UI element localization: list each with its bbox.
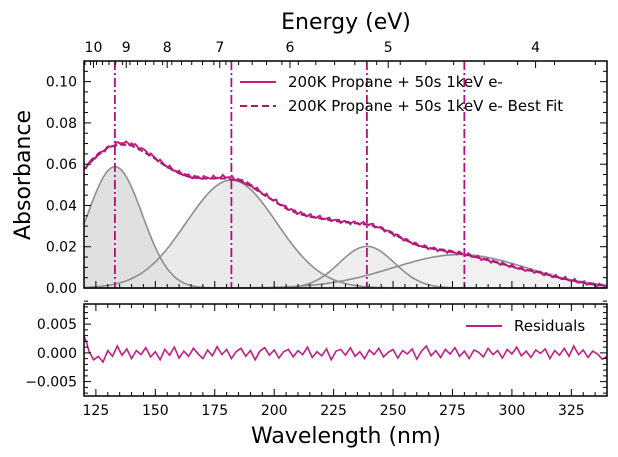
energy-axis-title: Energy (eV) [281, 10, 411, 35]
energy-tick-label: 9 [122, 40, 131, 56]
residuals-line [83, 335, 608, 364]
component-fill-4 [84, 254, 607, 288]
wavelength-tick-label: 300 [499, 403, 526, 419]
component-fill-2 [84, 180, 607, 288]
peak-markers [114, 61, 466, 288]
energy-tick-label: 4 [531, 40, 540, 56]
wavelength-axis-title: Wavelength (nm) [251, 424, 441, 449]
absorbance-ticks [83, 60, 608, 289]
absorbance-axis-title: Absorbance [11, 110, 36, 240]
energy-tick-label: 6 [286, 40, 295, 56]
absorbance-tick-label: 0.04 [46, 198, 77, 214]
residuals-data-line [83, 335, 608, 364]
wavelength-tick-label: 200 [261, 403, 288, 419]
legend: 200K Propane + 50s 1keV e- 200K Propane … [240, 73, 563, 115]
absorbance-tick-label: 0.08 [46, 116, 77, 132]
wavelength-tick-labels: 125 150 175 200 225 250 275 300 325 [83, 403, 585, 419]
energy-tick-label: 5 [384, 40, 393, 56]
energy-tick-label: 8 [163, 40, 172, 56]
spectrum-lines [83, 140, 608, 289]
absorbance-tick-label: 0.00 [46, 281, 77, 297]
residuals-tick-label: −0.005 [25, 375, 77, 391]
residuals-y-tick-labels: −0.005 0.000 0.005 [25, 317, 77, 391]
absorbance-tick-label: 0.10 [46, 75, 77, 91]
legend-label-data: 200K Propane + 50s 1keV e- [288, 73, 503, 91]
legend-label-fit: 200K Propane + 50s 1keV e- Best Fit [288, 97, 563, 115]
wavelength-tick-label: 150 [142, 403, 169, 419]
wavelength-tick-label: 275 [439, 403, 466, 419]
legend-label-residuals: Residuals [514, 317, 585, 335]
wavelength-tick-label: 175 [201, 403, 228, 419]
absorbance-panel: 0.00 0.02 0.04 0.06 0.08 0.10 10 9 8 7 6 5 4 Energy… [11, 10, 608, 297]
absorbance-tick-label: 0.06 [46, 157, 77, 173]
wavelength-tick-label: 225 [320, 403, 347, 419]
residuals-panel: −0.005 0.000 0.005 125 150 175 200 225 250 275 30… [25, 300, 608, 449]
absorbance-y-tick-labels: 0.00 0.02 0.04 0.06 0.08 0.10 [46, 75, 77, 297]
energy-tick-labels: 10 9 8 7 6 5 4 [85, 40, 541, 56]
wavelength-tick-label: 250 [380, 403, 407, 419]
residuals-tick-label: 0.005 [37, 317, 77, 333]
spectrum-fit-line [83, 143, 608, 287]
residuals-ticks [83, 300, 608, 396]
wavelength-tick-label: 325 [558, 403, 585, 419]
residuals-legend: Residuals [466, 317, 585, 335]
residuals-tick-label: 0.000 [37, 346, 77, 362]
energy-tick-label: 7 [215, 40, 224, 56]
absorbance-tick-label: 0.02 [46, 240, 77, 256]
component-fill-3 [84, 246, 607, 288]
energy-tick-label: 10 [85, 40, 103, 56]
wavelength-tick-label: 125 [83, 403, 110, 419]
